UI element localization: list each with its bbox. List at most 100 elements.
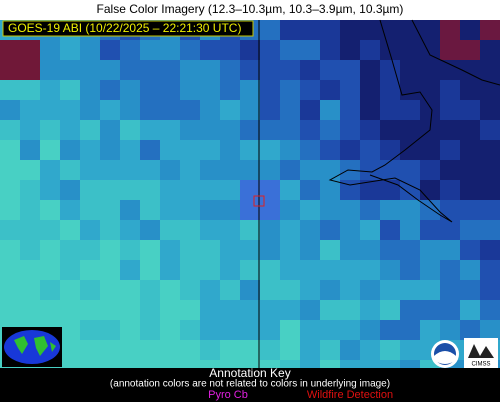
pixel (20, 220, 40, 240)
pixel (240, 40, 260, 60)
pixel (240, 60, 260, 80)
pixel (240, 100, 260, 120)
pixel (100, 340, 120, 360)
pixel (460, 300, 480, 320)
pixel (20, 40, 40, 60)
pixel (480, 240, 500, 260)
pixel (160, 180, 180, 200)
pixel (300, 220, 320, 240)
pixel (380, 300, 400, 320)
pixel (180, 100, 200, 120)
pixel (280, 260, 300, 280)
pixel (380, 340, 400, 360)
pixel (180, 180, 200, 200)
pixel (220, 80, 240, 100)
pixel (260, 140, 280, 160)
pixel (140, 300, 160, 320)
pixel (320, 300, 340, 320)
pixel (260, 300, 280, 320)
pixel (480, 120, 500, 140)
target-box (253, 195, 265, 207)
pixel (300, 300, 320, 320)
pixel (220, 100, 240, 120)
pixel (200, 120, 220, 140)
pixel (460, 280, 480, 300)
cimss-figures (468, 344, 494, 358)
pixel (380, 320, 400, 340)
pixel (120, 240, 140, 260)
pixel (400, 120, 420, 140)
pixel (120, 140, 140, 160)
pixel (480, 160, 500, 180)
pixel (220, 120, 240, 140)
key-bar (0, 368, 500, 402)
pixel (340, 300, 360, 320)
pixel (240, 140, 260, 160)
pixel (420, 280, 440, 300)
pixel (300, 80, 320, 100)
pixel (100, 260, 120, 280)
pixel (160, 200, 180, 220)
pixel (440, 20, 460, 40)
pixel (220, 60, 240, 80)
pixel (260, 260, 280, 280)
pixel (60, 100, 80, 120)
noaa-bird (434, 351, 456, 364)
pixel (220, 300, 240, 320)
pixel (260, 100, 280, 120)
pixel (60, 120, 80, 140)
pixel (140, 360, 160, 368)
pixel (0, 60, 20, 80)
pixel (380, 240, 400, 260)
pixel (260, 60, 280, 80)
pixel (40, 280, 60, 300)
pixel (340, 240, 360, 260)
pixel (220, 200, 240, 220)
pixel (280, 320, 300, 340)
pixel (480, 140, 500, 160)
pixel (40, 160, 60, 180)
pixel (140, 60, 160, 80)
pixel (160, 60, 180, 80)
pixel (480, 40, 500, 60)
pixel (40, 200, 60, 220)
pixel (200, 100, 220, 120)
pixel (180, 220, 200, 240)
pixel (460, 220, 480, 240)
pixel (180, 300, 200, 320)
pixel (20, 140, 40, 160)
pixel (160, 280, 180, 300)
pixel (360, 260, 380, 280)
pixel (420, 80, 440, 100)
pixel (400, 80, 420, 100)
pixel (340, 320, 360, 340)
pixel (360, 60, 380, 80)
pixel (80, 320, 100, 340)
pixel (60, 80, 80, 100)
pixel (220, 280, 240, 300)
pixel (40, 180, 60, 200)
pixel (300, 360, 320, 368)
pixel (400, 100, 420, 120)
pixel (140, 320, 160, 340)
pixel (120, 340, 140, 360)
pixel (100, 220, 120, 240)
pixel (140, 80, 160, 100)
pixel (400, 240, 420, 260)
pixel (320, 60, 340, 80)
pixel (260, 220, 280, 240)
pixel (260, 360, 280, 368)
timestamp-box (2, 20, 254, 37)
pixel (280, 220, 300, 240)
pixel (80, 140, 100, 160)
pixel (40, 300, 60, 320)
pixel (480, 280, 500, 300)
pixel (0, 280, 20, 300)
pixel (360, 160, 380, 180)
pixel (340, 120, 360, 140)
pixel (200, 220, 220, 240)
pixel (100, 240, 120, 260)
pixel (260, 120, 280, 140)
pixel (80, 300, 100, 320)
